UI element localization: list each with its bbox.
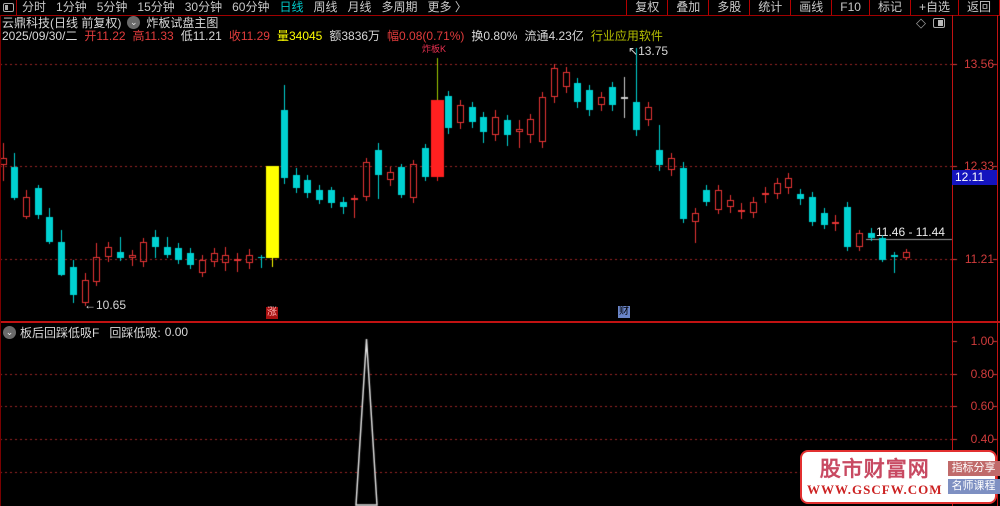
tab-15min[interactable]: 15分钟 xyxy=(137,0,175,14)
watermark-badge-courses: 名师课程 xyxy=(947,478,1000,494)
arrow-left-icon: ← xyxy=(84,298,96,312)
price-axis-line xyxy=(952,15,953,506)
tab-30min[interactable]: 30分钟 xyxy=(184,0,223,14)
tab-fenshi[interactable]: 分时 xyxy=(22,0,47,14)
collapse-circle-icon[interactable]: ⌄ xyxy=(3,325,16,339)
high-price-annotation: ↖13.75 xyxy=(628,44,669,58)
button-adjust[interactable]: 复权 xyxy=(626,0,667,15)
stat-item: 幅0.08(0.71%) xyxy=(387,29,465,43)
watermark-badge-indicators: 指标分享 xyxy=(947,460,1000,476)
button-overlay[interactable]: 叠加 xyxy=(667,0,708,15)
range-annotation: 11.46 - 11.44 xyxy=(876,225,945,239)
sub-indicator-header: ⌄ 板后回踩低吸F 回踩低吸: 0.00 xyxy=(3,325,189,340)
stat-item: 收11.29 xyxy=(228,29,270,43)
sub-axis-label: 0.60 xyxy=(970,399,994,413)
layout-toggle-button[interactable] xyxy=(0,0,17,15)
stat-item: 量34045 xyxy=(276,29,323,43)
main-indicator-title[interactable]: 炸板试盘主图 xyxy=(146,16,219,30)
price-axis-label: 11.21 xyxy=(964,252,994,266)
button-multi-stock[interactable]: 多股 xyxy=(708,0,749,15)
cai-signal-marker: 财 xyxy=(618,306,630,318)
sub-indicator-value: 0.00 xyxy=(164,325,189,339)
toolbar-buttons: 复权 叠加 多股 统计 画线 F10 标记 +自选 返回 xyxy=(626,0,1000,15)
watermark-site-name: 股市财富网 xyxy=(819,457,930,481)
tab-daily[interactable]: 日线 xyxy=(279,0,304,14)
limit-up-marker: 涨 xyxy=(266,307,278,319)
tab-5min[interactable]: 5分钟 xyxy=(96,0,128,14)
title-bar: 云鼎科技(日线 前复权) ⌄ 炸板试盘主图 xyxy=(2,16,219,30)
watermark-badges: 指标分享 名师课程 xyxy=(947,460,1000,494)
layout-toggle-icon xyxy=(2,3,14,12)
stat-item: 流通4.23亿 xyxy=(524,29,584,43)
button-mark[interactable]: 标记 xyxy=(868,0,910,15)
tab-1min[interactable]: 1分钟 xyxy=(56,0,87,14)
zhaban-label: 炸板K xyxy=(422,44,447,54)
diamond-icon[interactable]: ◇ xyxy=(916,15,926,30)
tab-multi-period[interactable]: 多周期 xyxy=(381,0,418,14)
stat-item: 行业应用软件 xyxy=(590,29,663,43)
left-border-line xyxy=(0,15,1,506)
top-menu-bar: 分时 1分钟 5分钟 15分钟 30分钟 60分钟 日线 周线 月线 多周期 更多 〉 复权 叠加 多股… xyxy=(0,0,1000,15)
current-price-tag: 12.11 xyxy=(952,170,997,185)
stat-item: 换0.80% xyxy=(471,29,518,43)
tab-more[interactable]: 更多 〉 xyxy=(427,0,467,14)
sub-indicator-name[interactable]: 板后回踩低吸F xyxy=(20,325,100,340)
sub-axis-label: 0.80 xyxy=(970,367,994,381)
stats-bar: 2025/09/30/二 开11.22 高11.33 低11.21 收11.29 量340… xyxy=(2,29,663,43)
panel-separator-line xyxy=(0,321,1000,323)
tab-monthly[interactable]: 月线 xyxy=(347,0,372,14)
button-f10[interactable]: F10 xyxy=(831,0,869,15)
button-stats[interactable]: 统计 xyxy=(749,0,790,15)
price-axis-label: 12.33 xyxy=(963,159,994,173)
menubar-border-line xyxy=(0,15,1000,16)
collapse-circle-icon[interactable]: ⌄ xyxy=(127,16,141,29)
stat-item: 高11.33 xyxy=(132,29,174,43)
low-price-annotation: ←10.65 xyxy=(84,298,127,312)
window-split-icon[interactable] xyxy=(933,18,945,28)
sub-axis-label: 0.40 xyxy=(970,432,994,446)
stat-item: 2025/09/30/二 xyxy=(2,29,78,43)
arrow-up-left-icon: ↖ xyxy=(628,44,639,58)
tab-weekly[interactable]: 周线 xyxy=(313,0,338,14)
sub-indicator-value-label: 回踩低吸: xyxy=(109,325,161,340)
sub-axis-label: 1.00 xyxy=(970,334,994,348)
title-corner-icons: ◇ xyxy=(916,15,945,30)
watermark-text-column: 股市财富网 WWW.GSCFW.COM xyxy=(807,458,943,497)
stat-item: 额3836万 xyxy=(329,29,381,43)
stat-item: 开11.22 xyxy=(84,29,126,43)
watermark-box: 股市财富网 WWW.GSCFW.COM 指标分享 名师课程 xyxy=(800,450,1000,504)
tab-60min[interactable]: 60分钟 xyxy=(232,0,270,14)
price-axis-label: 13.56 xyxy=(963,57,994,71)
right-border-line xyxy=(997,0,998,506)
button-add-watchlist[interactable]: +自选 xyxy=(909,0,958,15)
watermark-site-url: WWW.GSCFW.COM xyxy=(807,481,943,497)
stock-title: 云鼎科技(日线 前复权) xyxy=(2,16,122,30)
button-draw[interactable]: 画线 xyxy=(790,0,831,15)
period-tabs: 分时 1分钟 5分钟 15分钟 30分钟 60分钟 日线 周线 月线 多周期 更多 〉 xyxy=(17,0,472,15)
button-back[interactable]: 返回 xyxy=(957,0,1000,15)
stat-item: 低11.21 xyxy=(180,29,222,43)
